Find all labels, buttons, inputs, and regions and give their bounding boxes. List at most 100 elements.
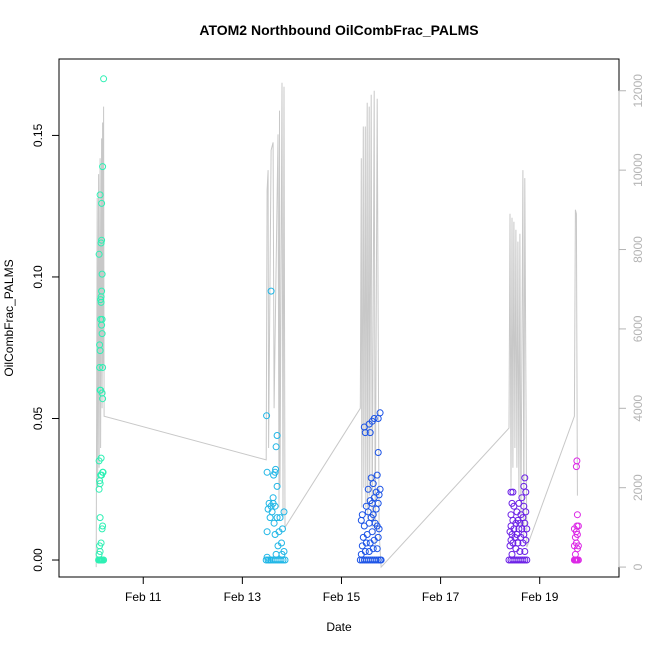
data-point [272,550,280,558]
y2-tick-label: 6000 [631,315,645,342]
data-point [266,514,274,522]
data-point [272,465,280,473]
data-point [96,514,104,522]
x-tick-label: Feb 13 [224,590,262,604]
x-axis: Feb 11 Feb 13 Feb 15 Feb 17 Feb 19 [125,576,559,604]
data-point [96,364,104,371]
data-point [276,514,284,522]
scatter-points-layer [95,75,582,564]
data-point [97,454,105,462]
data-point [514,539,522,547]
data-point [374,499,382,507]
data-point [521,548,529,555]
data-point [508,550,516,558]
y2-tick-label: 10000 [631,153,645,187]
data-point [96,341,104,349]
data-point [507,511,515,519]
altitude-trace-line [95,82,578,569]
data-point [376,409,384,417]
series-4 [570,457,582,564]
data-point [520,482,528,490]
y2-tick-label: 4000 [631,395,645,422]
data-point [270,519,278,527]
data-point [507,488,515,496]
data-point [95,485,103,493]
data-point [573,522,581,530]
data-point [372,505,380,513]
y-axis-right: 0 2000 4000 6000 8000 10000 12000 [618,74,645,570]
data-point [521,556,529,564]
data-point [271,468,279,476]
data-point [263,468,271,476]
data-point [370,415,378,422]
data-point [372,556,380,564]
data-point [273,432,281,439]
x-tick-label: Feb 17 [422,590,460,604]
series-1 [262,287,289,564]
y-axis-label: OilCombFrac_PALMS [2,259,16,376]
data-point [96,191,104,199]
data-point [373,471,381,479]
data-point [99,364,107,371]
data-point [265,499,273,507]
data-point [97,296,105,304]
series-2 [356,409,385,564]
data-point [573,457,581,465]
y-tick-label: 0.10 [31,265,45,289]
y2-tick-label: 12000 [631,74,645,108]
data-point [98,389,106,397]
series-0 [95,75,108,564]
data-point [263,553,271,561]
data-point [280,508,288,516]
plot-frame [58,58,620,578]
x-tick-label: Feb 11 [125,590,162,604]
data-point [365,519,373,527]
data-point [520,502,528,510]
y2-tick-label: 8000 [631,236,645,263]
data-point [98,236,106,244]
data-point [263,528,271,536]
data-point [357,516,365,524]
data-point [267,287,275,295]
data-point [100,75,108,83]
data-point [572,463,580,471]
data-point [364,485,372,493]
data-point [273,482,281,490]
data-point [509,488,517,496]
data-point [99,468,107,476]
data-point [273,514,281,522]
data-point [377,556,385,564]
data-point [369,545,377,553]
data-point [361,548,369,555]
data-point [373,522,381,530]
data-point [279,525,286,533]
data-point [519,556,527,564]
x-axis-label: Date [326,620,352,634]
data-point [99,522,107,530]
data-point [518,494,526,502]
data-point [521,474,529,482]
data-point [508,499,516,507]
altitude-trace-layer [95,82,578,569]
x-tick-label: Feb 19 [521,590,559,604]
data-point [98,556,106,564]
data-point [99,163,107,171]
data-point [280,548,288,555]
data-point [98,525,106,533]
data-point [367,474,375,482]
y-tick-label: 0.05 [31,406,45,430]
series-3 [505,474,531,564]
data-point [366,429,374,437]
y-tick-label: 0.15 [31,123,45,147]
data-point [278,539,285,547]
data-point [374,556,382,564]
data-point [281,556,289,564]
y-tick-label: 0.00 [31,548,45,572]
data-point [97,239,105,247]
data-point [272,443,280,451]
data-point [376,485,384,493]
chart-title: ATOM2 Northbound OilCombFrac_PALMS [199,22,478,38]
data-point [98,330,106,338]
